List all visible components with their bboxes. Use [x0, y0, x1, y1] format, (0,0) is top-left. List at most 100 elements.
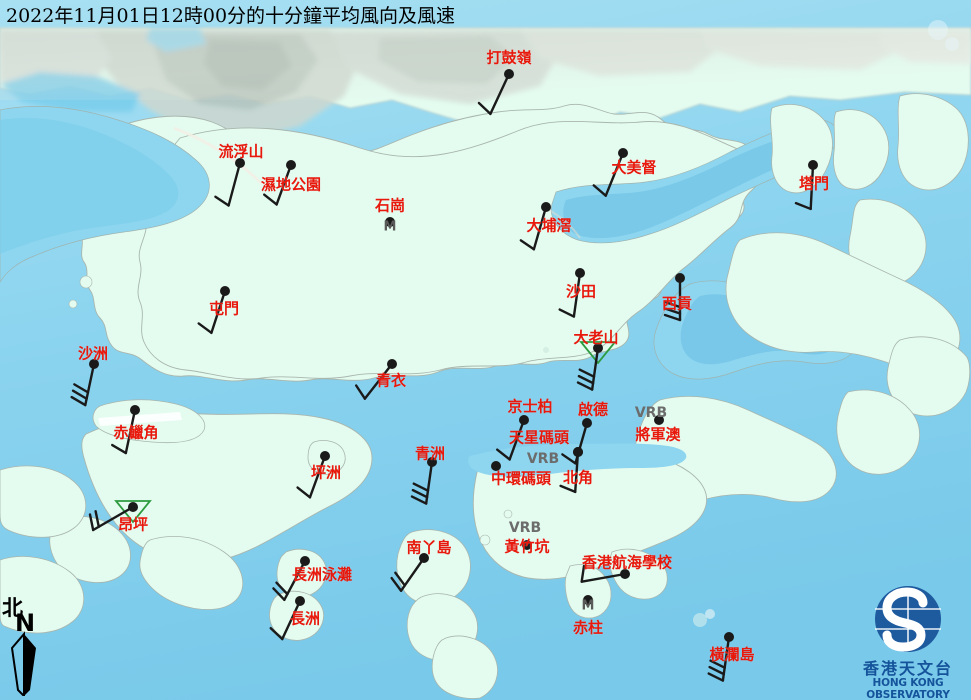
station-label: 流浮山: [218, 142, 264, 161]
wind-barb-feather: [559, 484, 577, 494]
wind-barb-feather: [519, 239, 536, 251]
station-label: 打鼓嶺: [486, 48, 532, 67]
wind-barb-shaft: [489, 72, 511, 116]
station-label: 青衣: [375, 371, 407, 390]
station-label: 屯門: [208, 299, 240, 318]
compass-rose: 北 N: [2, 592, 64, 696]
wind-barb-feather: [390, 576, 403, 592]
wind-barb-feather: [663, 300, 682, 309]
station-marker[interactable]: [385, 217, 395, 227]
wind-barb-shaft: [210, 289, 227, 335]
wind-barb-feather: [296, 486, 312, 499]
hko-name-zh: 香港天文台: [862, 659, 953, 678]
wind-barb-feather: [708, 665, 725, 676]
wind-barb-feather: [496, 448, 511, 461]
compass-needle-icon: [10, 631, 36, 696]
station-label: 橫瀾島: [709, 645, 755, 664]
reference-station-triangle-icon: [579, 341, 617, 365]
station-label: 京士柏: [507, 397, 553, 416]
station-label: 將軍澳: [635, 425, 681, 444]
wind-barb-shaft: [281, 599, 302, 641]
wind-barb-feather: [411, 488, 429, 499]
station-label: 天星碼頭: [508, 428, 570, 447]
station-label: 中環碼頭: [490, 469, 552, 488]
wind-barb-feather: [410, 495, 428, 505]
wind-barb-shaft: [580, 572, 627, 583]
station-label: 南丫島: [406, 538, 452, 557]
wind-barb-feather: [794, 201, 812, 211]
wind-barb-shaft: [275, 163, 293, 206]
station-label: 沙田: [565, 282, 597, 301]
wind-barb-feather: [94, 510, 100, 528]
wind-barb-feather: [709, 659, 726, 669]
station-marker[interactable]: [654, 415, 664, 425]
station-missing-indicator: M: [581, 598, 595, 614]
wind-barb-feather: [73, 383, 90, 394]
wind-barb-feather: [272, 587, 286, 602]
wind-barb-feather: [412, 482, 430, 492]
hko-logo: 香港天文台 HONG KONG OBSERVATORY: [845, 583, 971, 700]
wind-barb-feather: [707, 672, 725, 682]
station-label: 香港航海學校: [581, 553, 673, 572]
wind-barb-feather: [561, 453, 577, 465]
wind-barb-feather: [71, 389, 88, 400]
wind-barb-feather: [576, 381, 594, 391]
wind-barb-feather: [577, 374, 595, 385]
station-label: 坪洲: [310, 463, 342, 482]
station-marker[interactable]: [491, 461, 501, 471]
station-label: 沙洲: [77, 344, 109, 363]
wind-barb-feather: [592, 184, 607, 197]
wind-barb-feather: [578, 368, 596, 378]
wind-barb-feather: [275, 581, 289, 596]
station-label: 大埔滘: [526, 216, 572, 235]
wind-barb-shaft: [363, 362, 394, 400]
wind-barb-feather: [214, 195, 230, 207]
station-missing-indicator: M: [383, 219, 397, 235]
station-label: 黃竹坑: [504, 537, 550, 556]
station-label: 北角: [562, 468, 594, 487]
station-label: 赤柱: [572, 618, 604, 637]
wind-barb-feather: [197, 322, 213, 335]
wind-barb-group: [70, 69, 818, 682]
wind-barb-feather: [580, 564, 586, 583]
wind-barb-shaft: [124, 408, 137, 455]
station-label: 啟德: [577, 400, 609, 419]
wind-barb-feather: [263, 193, 278, 206]
wind-barb-feather: [269, 626, 284, 641]
compass-label-zh: 北: [2, 595, 23, 620]
station-variable-wind-indicator: VRB: [526, 451, 560, 467]
wind-barb-feather: [111, 443, 128, 455]
wind-barb-shaft: [308, 454, 327, 499]
wind-barb-feather: [663, 307, 682, 315]
station-label: 長洲: [289, 609, 321, 628]
station-label: 昂坪: [117, 515, 149, 534]
wind-barb-feather: [558, 308, 576, 318]
wind-barb-feather: [394, 571, 406, 587]
station-label: 西貢: [661, 294, 693, 313]
wind-barb-shaft: [532, 205, 548, 251]
station-label: 青洲: [414, 444, 446, 463]
wind-barb-feather: [88, 513, 95, 532]
station-label: 濕地公園: [260, 175, 322, 194]
station-marker[interactable]: [583, 595, 593, 605]
wind-barb-feather: [477, 101, 492, 116]
wind-barb-shaft: [574, 450, 580, 494]
wind-barb-feather: [663, 313, 682, 322]
station-marker[interactable]: [573, 447, 583, 457]
station-variable-wind-indicator: VRB: [508, 520, 542, 536]
wind-barb-feather: [70, 395, 87, 407]
wind-barb-shaft: [572, 271, 582, 318]
observatory-emblem-icon: [875, 586, 941, 652]
wind-barb-shaft: [508, 418, 526, 461]
station-label: 長洲泳灘: [291, 565, 353, 584]
hko-name-en: HONG KONG OBSERVATORY: [866, 677, 950, 700]
station-label: 石崗: [374, 196, 406, 215]
station-label: 塔門: [798, 174, 830, 193]
station-marker[interactable]: [522, 540, 532, 550]
compass-label-en: N: [15, 609, 36, 637]
wind-barb-shaft: [227, 161, 242, 207]
